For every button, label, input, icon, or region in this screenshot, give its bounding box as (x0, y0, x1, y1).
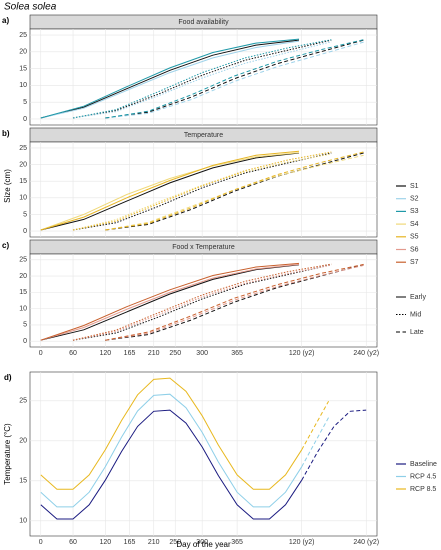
x-tick-label: 300 (196, 539, 208, 546)
y-tick-label: 15 (19, 289, 27, 296)
series-line (72, 152, 332, 231)
series-line (40, 262, 300, 341)
series-line (40, 409, 303, 520)
series-line (301, 400, 330, 451)
x-tick-label: 250 (169, 350, 181, 357)
x-tick-label: 120 (y2) (289, 350, 315, 357)
legend-label: RCP 4.5 (410, 473, 436, 480)
y-tick-label: 0 (23, 228, 27, 235)
x-tick-label: 240 (y2) (353, 350, 379, 357)
y-tick-label: 25 (19, 145, 27, 152)
series-line (40, 393, 303, 508)
x-tick-label: 165 (124, 350, 136, 357)
y-tick-label: 15 (19, 65, 27, 72)
series-line (40, 264, 300, 341)
series-line (40, 263, 300, 341)
series-line (72, 264, 332, 341)
x-tick-label: 365 (231, 539, 243, 546)
y-tick-label: 10 (19, 82, 27, 89)
y-tick-label: 10 (19, 305, 27, 312)
y-tick-label: 20 (19, 49, 27, 56)
y-tick-label: 25 (19, 257, 27, 264)
y-tick-label: 0 (23, 338, 27, 345)
y-axis-title: Temperature (°C) (3, 423, 12, 485)
series-line (40, 150, 300, 231)
legend-label: S4 (410, 221, 419, 228)
panel-label: b) (2, 129, 10, 138)
series-line (72, 263, 332, 341)
plot-area (29, 28, 378, 126)
legend-label: S7 (410, 259, 419, 266)
series-line (40, 152, 300, 231)
x-tick-label: 60 (69, 539, 77, 546)
series-line (72, 264, 332, 341)
y-tick-label: 5 (23, 99, 27, 106)
legend-label: S6 (410, 246, 419, 253)
y-tick-label: 20 (19, 161, 27, 168)
y-tick-label: 5 (23, 322, 27, 329)
series-line (72, 41, 332, 119)
plot-area (29, 141, 378, 238)
legend-label: S2 (410, 196, 419, 203)
x-tick-label: 210 (148, 350, 160, 357)
x-axis-title: Day of the year (176, 540, 231, 549)
panel-label: d) (4, 373, 12, 382)
x-tick-label: 0 (39, 350, 43, 357)
y-tick-label: 20 (19, 273, 27, 280)
panel-label: a) (2, 16, 9, 25)
legend-label: RCP 8.5 (410, 486, 436, 493)
plot-area (29, 253, 378, 348)
series-line (40, 152, 300, 231)
y-tick-label: 20 (19, 438, 27, 445)
facet-title: Food x Temperature (172, 244, 235, 251)
x-tick-label: 120 (99, 350, 111, 357)
series-line (40, 40, 300, 119)
y-tick-label: 15 (19, 478, 27, 485)
x-tick-label: 0 (39, 539, 43, 546)
y-tick-label: 25 (19, 398, 27, 405)
y-tick-label: 10 (19, 195, 27, 202)
y-tick-label: 0 (23, 116, 27, 123)
facet-title: Temperature (184, 132, 223, 139)
y-tick-label: 25 (19, 32, 27, 39)
x-tick-label: 60 (69, 350, 77, 357)
y-tick-label: 15 (19, 178, 27, 185)
series-line (40, 38, 300, 119)
legend-label: S3 (410, 208, 419, 215)
x-tick-label: 120 (y2) (289, 539, 315, 546)
x-tick-label: 240 (y2) (353, 539, 379, 546)
x-tick-label: 365 (231, 350, 243, 357)
x-tick-label: 120 (99, 539, 111, 546)
figure-title: Solea solea (4, 2, 57, 13)
series-line (301, 409, 367, 481)
panel-label: c) (2, 241, 9, 250)
legend-label: S1 (410, 183, 419, 190)
series-line (40, 39, 300, 119)
legend-label: S5 (410, 234, 419, 241)
y-tick-label: 10 (19, 518, 27, 525)
y-tick-label: 5 (23, 211, 27, 218)
x-tick-label: 300 (196, 350, 208, 357)
y-axis-title: Size (cm) (3, 169, 12, 203)
legend-label: Late (410, 329, 424, 336)
series-line (105, 39, 364, 119)
x-tick-label: 210 (148, 539, 160, 546)
x-tick-label: 250 (169, 539, 181, 546)
series-line (72, 153, 332, 231)
legend-label: Early (410, 294, 426, 301)
plot-area (29, 371, 378, 537)
series-line (40, 377, 303, 490)
legend-label: Mid (410, 311, 421, 318)
x-tick-label: 165 (124, 539, 136, 546)
facet-title: Food availability (178, 19, 229, 26)
legend-label: Baseline (410, 461, 437, 468)
series-line (301, 417, 330, 468)
